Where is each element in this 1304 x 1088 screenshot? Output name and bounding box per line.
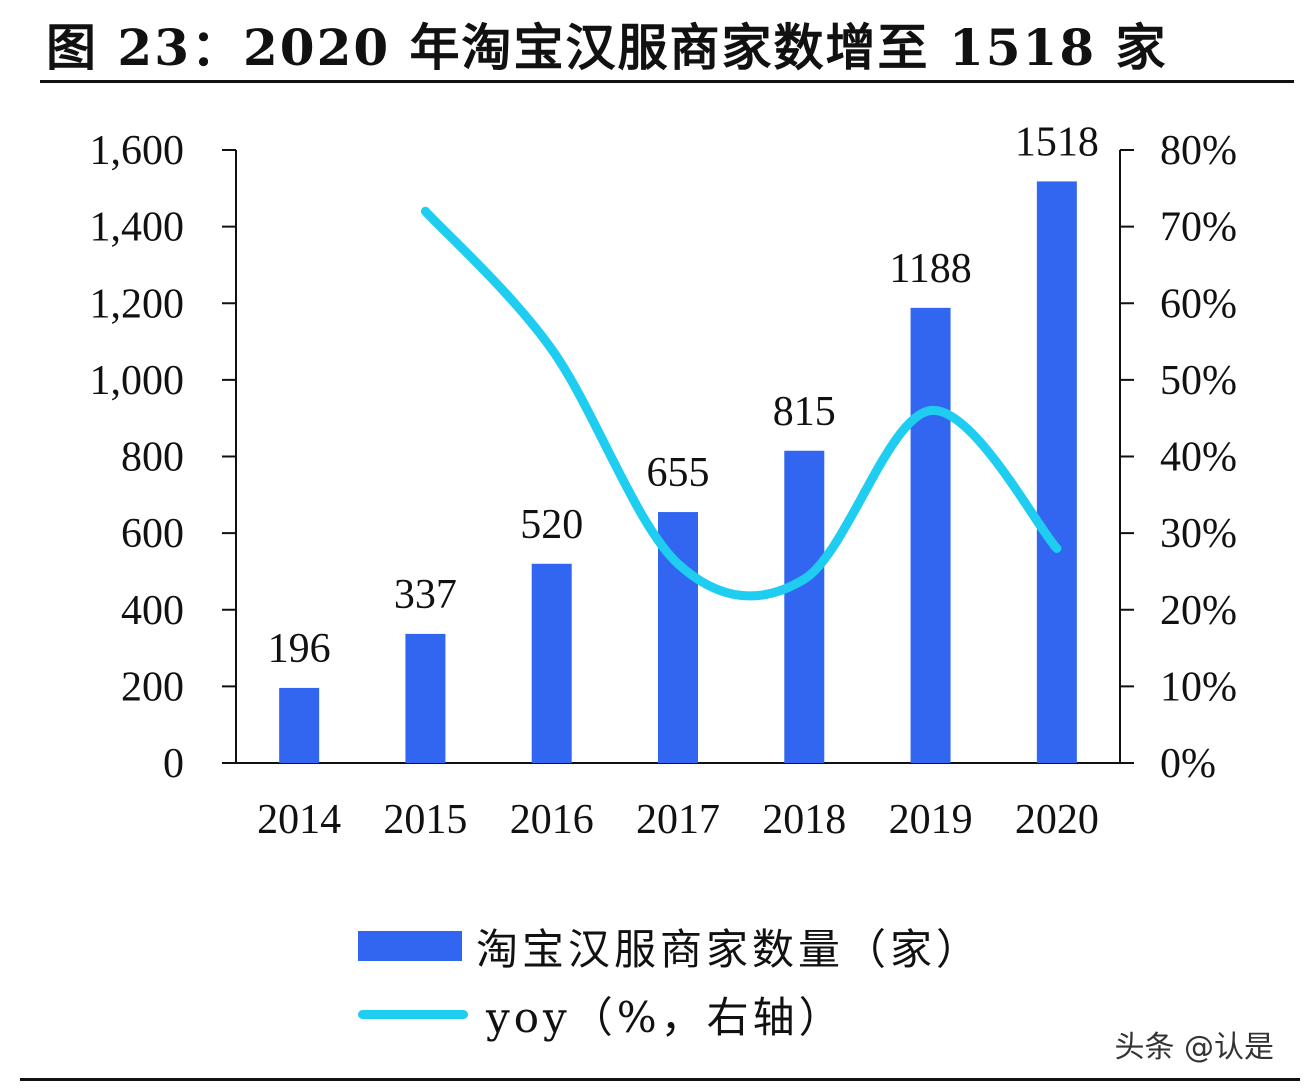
bar xyxy=(405,633,446,763)
left-tick-label: 800 xyxy=(121,435,184,481)
left-tick-label: 1,400 xyxy=(90,205,185,251)
legend: 淘宝汉服商家数量（家） yoy（%，右轴） xyxy=(358,912,982,1048)
chart-axes: 0 200 400 600 800 1,000 1,200 1,400 1,600 0% 10% 20… xyxy=(90,128,1238,843)
yoy-line xyxy=(420,206,1062,601)
bottom-rule xyxy=(20,1078,1300,1081)
bar-data-label: 1518 xyxy=(1015,119,1099,165)
left-tick-label: 600 xyxy=(121,511,184,557)
left-tick-label: 1,600 xyxy=(90,128,185,174)
combo-chart: 0 200 400 600 800 1,000 1,200 1,400 1,600 0% 10% 20… xyxy=(90,119,1238,843)
bar-series xyxy=(279,181,1077,763)
data-labels: 196 337 520 655 815 1188 1518 xyxy=(268,119,1099,671)
bar xyxy=(1036,181,1077,763)
right-tick-label: 80% xyxy=(1160,128,1237,174)
x-tick-label: 2015 xyxy=(383,797,467,843)
left-tick-label: 400 xyxy=(121,588,184,634)
left-tick-label: 200 xyxy=(121,664,184,710)
x-tick-label: 2016 xyxy=(510,797,594,843)
left-tick-label: 1,000 xyxy=(90,358,185,404)
watermark: 头条 @认是 xyxy=(1114,1030,1274,1065)
right-tick-label: 70% xyxy=(1160,205,1237,251)
right-tick-label: 50% xyxy=(1160,358,1237,404)
bar xyxy=(531,563,572,763)
bar-data-label: 196 xyxy=(268,626,331,672)
x-tick-label: 2017 xyxy=(636,797,720,843)
right-tick-label: 10% xyxy=(1160,664,1237,710)
line-series xyxy=(420,206,1062,601)
legend-bar-swatch xyxy=(358,931,462,961)
right-tick-label: 40% xyxy=(1160,435,1237,481)
right-tick-label: 60% xyxy=(1160,281,1237,327)
bar xyxy=(784,450,825,763)
legend-item-bar: 淘宝汉服商家数量（家） xyxy=(358,912,982,980)
x-tick-label: 2014 xyxy=(257,797,341,843)
x-tick-label: 2018 xyxy=(762,797,846,843)
right-tick-label: 20% xyxy=(1160,588,1237,634)
bar-data-label: 815 xyxy=(773,389,836,435)
bar-data-label: 520 xyxy=(520,502,583,548)
legend-item-line: yoy（%，右轴） xyxy=(358,980,982,1048)
title-underline xyxy=(40,80,1294,83)
left-tick-label: 1,200 xyxy=(90,281,185,327)
bar-data-label: 337 xyxy=(394,572,457,618)
x-tick-label: 2019 xyxy=(889,797,973,843)
right-tick-label: 0% xyxy=(1160,741,1216,787)
bar-data-label: 655 xyxy=(647,450,710,496)
chart-title: 图 23：2020 年淘宝汉服商家数增至 1518 家 xyxy=(46,18,1168,77)
x-tick-label: 2020 xyxy=(1015,797,1099,843)
right-tick-label: 30% xyxy=(1160,511,1237,557)
bar xyxy=(910,307,951,763)
left-tick-label: 0 xyxy=(163,741,184,787)
bar xyxy=(279,687,320,763)
legend-line-label: yoy（%，右轴） xyxy=(486,992,845,1042)
legend-bar-label: 淘宝汉服商家数量（家） xyxy=(476,924,983,974)
legend-line-swatch xyxy=(358,1009,468,1019)
bar-data-label: 1188 xyxy=(889,246,971,292)
